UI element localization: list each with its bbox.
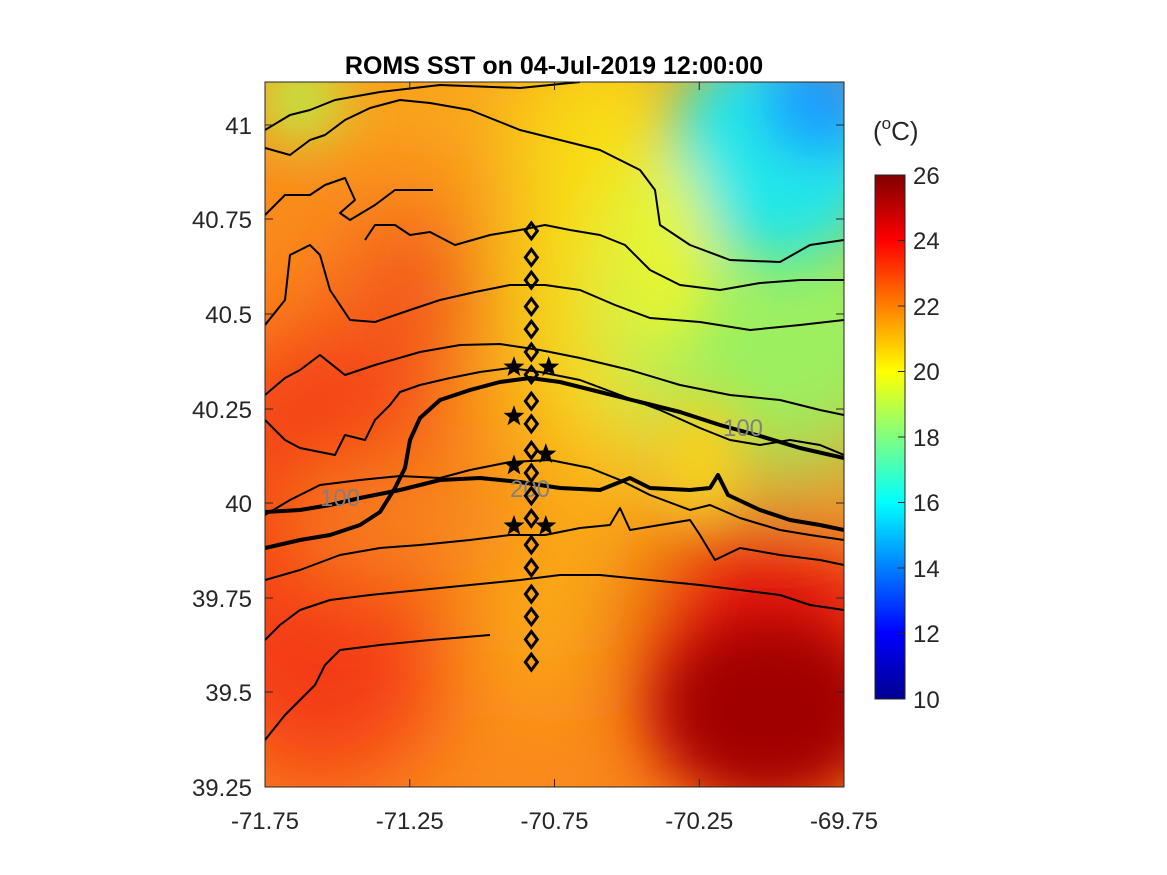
colorbar-tick-label: 16 [913,490,940,517]
x-tick-label: -71.75 [231,808,299,835]
colorbar-tick-label: 20 [913,359,940,386]
y-tick-label: 41 [225,113,252,140]
station-star [503,454,525,475]
colorbar-tick-label: 24 [913,228,940,255]
x-tick-label: -69.75 [810,808,878,835]
y-tick-label: 39.25 [192,775,252,802]
contour-line [265,634,491,741]
station-star [538,356,560,376]
station-diamond [523,485,540,507]
contour-line [265,82,581,131]
station-diamond [523,246,540,268]
contour-line [265,343,844,416]
contour-line [265,507,844,581]
x-tick-label: -70.25 [665,808,733,835]
station-diamond [523,628,540,650]
station-diamond [523,583,540,605]
station-diamond [523,269,540,291]
y-axis [265,124,844,693]
contour-line [265,244,844,331]
x-tick-label: -71.25 [376,808,444,835]
contour-200m [265,473,844,532]
colorbar-tick-label: 12 [913,621,940,648]
contour-100m [265,376,844,550]
colorbar-tick-label: 22 [913,294,940,321]
y-tick-label: 40.75 [192,207,252,234]
station-diamond [523,651,540,673]
station-diamond [523,507,540,529]
colorbar-tick-label: 10 [913,687,940,714]
station-markers [503,220,560,673]
station-diamond [523,364,540,386]
station-diamond [523,413,540,435]
contour-line [265,99,844,263]
contour-label: 100 [320,485,360,512]
station-diamond [523,439,540,461]
station-diamond [523,557,540,579]
y-tick-label: 40 [225,491,252,518]
colorbar-unit-label: (oC) [873,114,919,146]
contour-line [265,367,844,456]
x-axis [264,82,845,787]
station-diamond [523,462,540,484]
station-diamond [523,220,540,242]
y-tick-label: 40.25 [192,397,252,424]
station-star [503,405,525,426]
station-star [535,443,557,463]
colorbar: 26 24 22 20 18 16 14 12 10 (oC) [873,114,940,714]
station-diamond [523,606,540,628]
bathymetry-contours [265,82,844,741]
station-diamond [523,318,540,340]
contour-line [265,574,844,641]
station-star [503,356,525,376]
station-diamond [523,296,540,318]
chart-title: ROMS SST on 04-Jul-2019 12:00:00 [345,52,763,80]
y-tick-label: 40.5 [205,302,252,329]
x-tick-label: -70.75 [520,808,588,835]
station-star [503,515,525,535]
y-tick-label: 39.5 [205,680,252,707]
colorbar-tick-label: 26 [913,163,940,190]
colorbar-tick-label: 14 [913,556,940,583]
y-tick-label: 39.75 [192,586,252,613]
contour-line [265,459,844,541]
colorbar-tick-label: 18 [913,425,940,452]
contour-label: 100 [723,415,763,442]
station-diamond [523,341,540,363]
station-star [535,515,557,535]
contour-line [265,177,844,291]
sst-field [265,82,844,787]
station-diamond [523,390,540,412]
station-diamond [523,534,540,556]
